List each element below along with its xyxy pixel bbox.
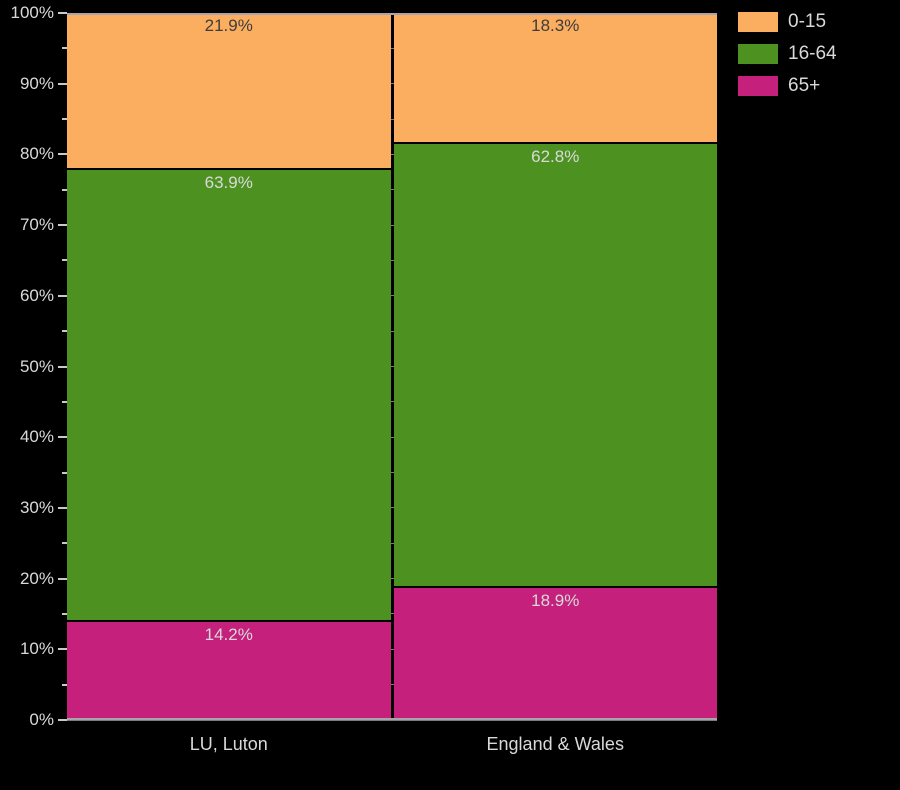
segment-65+-0: 14.2%: [67, 619, 391, 720]
segment-65+-1: 18.9%: [393, 586, 717, 720]
gridline-10: [67, 648, 717, 650]
minor-tick-45: [62, 400, 67, 403]
plot-area: 21.9% 63.9% 14.2% 18.3% 62.8% 18.9% 0% 10% 20% 3…: [11, 3, 717, 729]
major-tick-30: [58, 506, 67, 509]
legend-swatch-icon: [738, 76, 778, 96]
bar-column-1: 18.3% 62.8% 18.9%: [393, 13, 717, 720]
segment-0-15-1: 18.3%: [393, 13, 717, 143]
gridline-60: [67, 295, 717, 297]
gridline-20: [67, 578, 717, 580]
gridline-50: [67, 366, 717, 367]
gridline-15: [67, 613, 717, 615]
legend: 0-15 16-64 65+: [738, 12, 837, 108]
gridline-45: [67, 401, 717, 403]
y-tick-label-100: 100%: [10, 3, 54, 22]
gridline-75: [67, 189, 717, 191]
major-tick-70: [58, 224, 67, 227]
gridline-5: [67, 684, 717, 686]
bar-column-0: 21.9% 63.9% 14.2%: [67, 13, 391, 720]
gridline-55: [67, 330, 717, 332]
bars-container: 21.9% 63.9% 14.2% 18.3% 62.8% 18.9%: [67, 13, 717, 720]
legend-row-65+: 65+: [738, 76, 837, 96]
major-tick-60: [58, 294, 67, 297]
minor-tick-55: [62, 330, 67, 333]
minor-tick-75: [62, 188, 67, 191]
major-tick-100: [58, 12, 67, 14]
x-label-luton: LU, Luton: [189, 734, 268, 754]
segment-value-label: 18.9%: [531, 591, 580, 611]
gridline-80: [67, 153, 717, 155]
minor-tick-25: [62, 542, 67, 545]
major-tick-40: [58, 436, 67, 439]
gridline-65: [67, 259, 717, 261]
y-tick-label-60: 60%: [19, 285, 54, 305]
gridline-85: [67, 118, 717, 120]
gridline-40: [67, 436, 717, 438]
minor-tick-35: [62, 471, 67, 474]
gridline-95: [67, 47, 717, 49]
y-tick-label-10: 10%: [19, 639, 54, 659]
segment-value-label: 18.3%: [531, 16, 580, 35]
legend-label: 16-64: [788, 43, 837, 64]
gridline-90: [67, 83, 717, 85]
gridline-30: [67, 507, 717, 509]
legend-label: 0-15: [788, 11, 827, 32]
segment-16-64-0: 63.9%: [67, 167, 391, 620]
x-axis-labels: LU, Luton England & Wales: [67, 732, 717, 756]
legend-row-0-15: 0-15: [738, 12, 837, 32]
gridline-0: [67, 719, 717, 721]
minor-tick-85: [62, 118, 67, 121]
segment-value-label: 62.8%: [531, 147, 580, 167]
legend-swatch-icon: [738, 12, 778, 32]
y-tick-label-30: 30%: [19, 497, 54, 517]
legend-label: 65+: [788, 75, 821, 96]
x-label-england-wales: England & Wales: [486, 734, 624, 754]
y-tick-label-40: 40%: [19, 427, 54, 447]
y-tick-label-90: 90%: [19, 73, 54, 93]
minor-tick-15: [62, 612, 67, 615]
major-tick-90: [58, 82, 67, 85]
legend-row-16-64: 16-64: [738, 44, 837, 64]
bottom-axis-line: [67, 718, 717, 720]
gridline-25: [67, 542, 717, 544]
major-tick-10: [58, 648, 67, 651]
y-tick-label-70: 70%: [19, 215, 54, 235]
segment-0-15-0: 21.9%: [67, 13, 391, 168]
gridline-70: [67, 224, 717, 226]
y-tick-label-0: 0%: [29, 710, 54, 729]
segment-value-label: 14.2%: [204, 624, 253, 644]
segment-16-64-1: 62.8%: [393, 142, 717, 587]
minor-tick-5: [62, 683, 67, 686]
y-tick-label-20: 20%: [19, 568, 54, 588]
minor-tick-65: [62, 259, 67, 262]
major-tick-20: [58, 577, 67, 580]
y-tick-label-80: 80%: [19, 144, 54, 164]
segment-value-label: 63.9%: [204, 172, 253, 192]
major-tick-50: [58, 365, 67, 368]
legend-swatch-icon: [738, 44, 778, 64]
y-tick-label-50: 50%: [19, 356, 54, 376]
segment-value-label: 21.9%: [204, 16, 253, 35]
gridline-35: [67, 472, 717, 474]
major-tick-0: [58, 719, 67, 721]
major-tick-80: [58, 153, 67, 156]
top-axis-line: [67, 13, 717, 15]
minor-tick-95: [62, 47, 67, 50]
